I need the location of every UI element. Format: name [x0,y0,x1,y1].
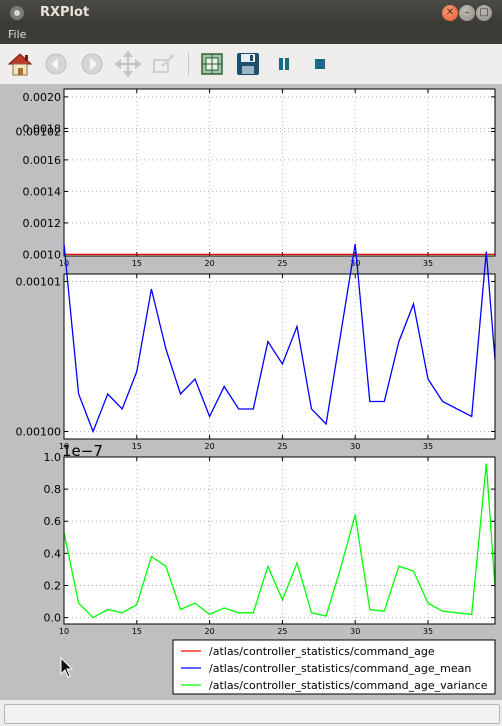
back-icon [45,53,67,75]
legend-entry-label: /atlas/controller_statistics/command_age [209,645,435,658]
save-button[interactable] [234,50,262,78]
menu-bar: File [0,26,502,44]
stop-icon [315,59,325,69]
subplots-button[interactable] [198,50,226,78]
y-tick-label: 0.0010 [23,248,62,261]
x-tick-label: 30 [350,259,360,268]
maximize-button[interactable]: □ [476,5,492,21]
pause-icon [279,58,289,70]
axes-frame [63,88,496,257]
y-tick-label: 0.00101 [16,276,62,289]
home-button[interactable] [6,50,34,78]
stop-button[interactable] [306,50,334,78]
toolbar-separator [188,52,189,76]
status-bar [0,700,502,726]
x-tick-label: 15 [132,259,142,268]
y-tick-label: 0.8 [44,483,62,496]
axis-offset-label: 1e−7 [62,442,103,460]
subplot-2: 10 15 20 25 30 35 0.00100 0.00101 0.00102 0.0010 3… [16,126,496,451]
y-tick-label: 0.00100 [16,426,62,439]
x-tick-label: 20 [205,627,215,636]
x-tick-label: 30 [350,627,360,636]
y-tick-label: 0.0 [44,612,62,625]
axes-frame [63,456,496,625]
forward-button[interactable] [78,50,106,78]
y-tick-label: 0.00102 [16,126,62,139]
series-line-3 [63,463,496,619]
y-tick-label: 0.0018 [23,122,62,135]
plot-canvas[interactable]: 10 15 20 25 30 35 0.0010 0.0012 0.0014 0.0016 0.00… [0,84,502,700]
title-bar: RXPlot ✕ – □ [0,0,502,26]
maximize-icon: □ [479,7,489,18]
minimize-button[interactable]: – [459,5,475,21]
window-title: RXPlot [40,5,90,20]
x-tick-label: 30 [350,442,360,451]
close-icon: ✕ [445,7,455,18]
axes-background [64,89,495,256]
legend-entry-label: /atlas/controller_statistics/command_age… [209,662,471,675]
x-tick-label: 25 [277,259,287,268]
y-tick-label: 0.0014 [23,185,62,198]
y-tick-label: 0.6 [44,515,62,528]
legend-box [172,639,496,695]
minimize-icon: – [464,7,470,18]
home-icon [7,53,33,76]
y-tick-label: 0.0012 [23,217,62,230]
x-tick-label: 35 [423,259,433,268]
x-tick-label: 15 [132,442,142,451]
x-tick-label: 25 [277,627,287,636]
pan-icon [114,50,142,78]
y-tick-label: 0.2 [44,579,62,592]
toolbar [0,44,502,85]
axes-background [64,274,495,439]
axes-frame [63,273,496,440]
zoom-icon [153,54,175,73]
zoom-button[interactable] [150,50,178,78]
save-icon [237,53,259,75]
subplots-icon [201,53,223,75]
legend: /atlas/controller_statistics/command_age… [172,639,496,695]
plots-svg: 10 15 20 25 30 350.00100.00120.00140.00160.00… [16,88,496,695]
y-tick-label: 0.0016 [23,154,62,167]
forward-icon [81,53,103,75]
x-tick-label: 15 [132,627,142,636]
y-tick-label: 1.0 [44,451,62,464]
axes-background [64,457,495,624]
subplot-3: 10 15 20 25 30 35 0.0 0.2 0.4 0.6 0.8 1.0 1e−7 [44,442,496,636]
menu-file[interactable]: File [8,28,27,41]
status-field [4,704,500,724]
pause-button[interactable] [270,50,298,78]
y-tick-label: 0.0020 [23,91,62,104]
x-tick-label: 20 [205,259,215,268]
x-tick-label: 20 [205,442,215,451]
back-button[interactable] [42,50,70,78]
series-line-2 [63,243,496,434]
legend-entry-label: /atlas/controller_statistics/command_age… [209,679,488,692]
x-tick-label: 35 [423,442,433,451]
x-tick-label: 25 [277,442,287,451]
pan-button[interactable] [114,50,142,78]
x-tick-label: 10 [59,259,69,268]
app-icon [10,6,24,20]
subplot-1: 10 15 20 25 30 35 0.0010 0.0012 0.0014 0.0016 0.00… [23,88,496,268]
y-tick-label: 0.4 [44,547,62,560]
x-tick-label: 35 [423,627,433,636]
x-tick-label: 10 [59,442,69,451]
mouse-pointer-icon [60,657,74,678]
close-button[interactable]: ✕ [442,5,458,21]
x-tick-label: 10 [59,627,69,636]
